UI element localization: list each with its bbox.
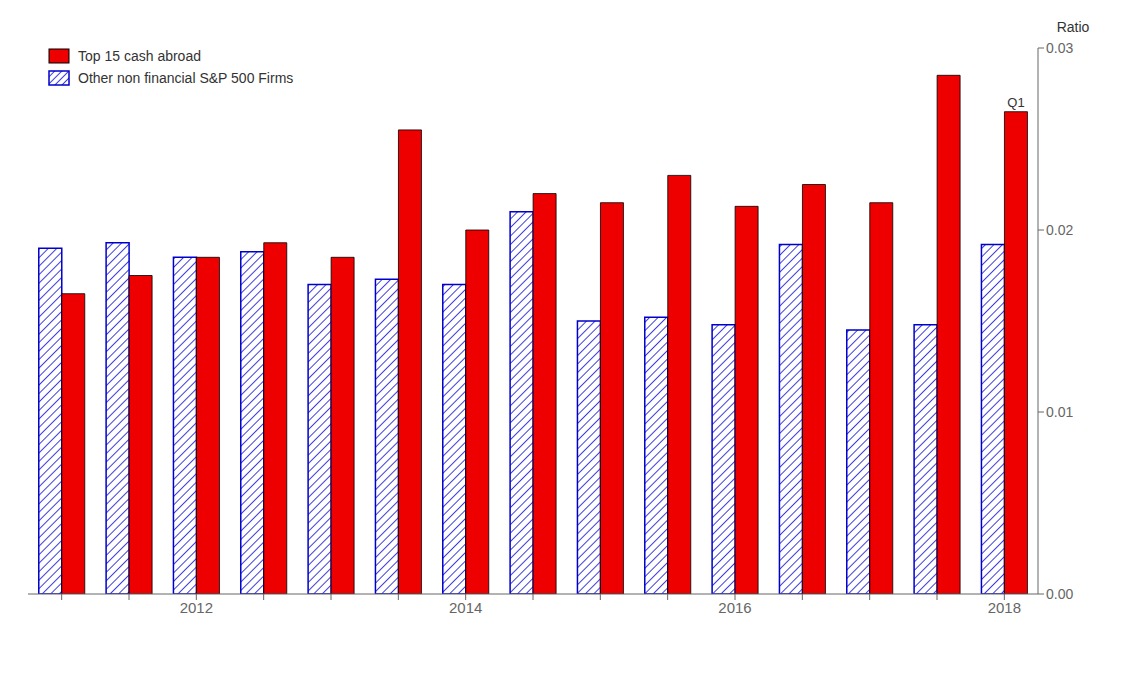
svg-text:2012: 2012 [180,599,213,616]
svg-text:0.01: 0.01 [1046,404,1073,420]
svg-text:2016: 2016 [718,599,751,616]
svg-text:0.03: 0.03 [1046,40,1073,56]
html-text:Other non financial S&P 500 Fi: Other non financial S&P 500 Firms [78,70,294,86]
svg-text:Ratio: Ratio [1057,19,1090,35]
svg-text:2014: 2014 [449,599,482,616]
html-text:Top 15 cash abroad: Top 15 cash abroad [78,48,201,64]
svg-text:Q1: Q1 [1007,95,1024,110]
svg-text:0.00: 0.00 [1046,586,1073,602]
svg-text:0.02: 0.02 [1046,222,1073,238]
svg-text:2018: 2018 [988,599,1021,616]
